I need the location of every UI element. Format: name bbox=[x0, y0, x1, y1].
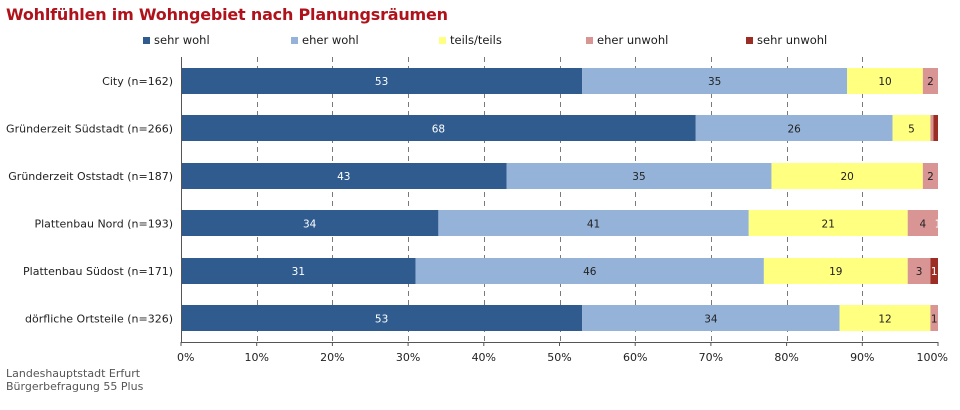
legend-item-eher-unwohl: eher unwohl bbox=[586, 33, 668, 47]
bar-segment bbox=[922, 163, 938, 189]
bar-segment bbox=[181, 258, 416, 284]
category-label: Gründerzeit Südstadt (n=266) bbox=[6, 122, 173, 135]
legend-swatch-sehr-wohl bbox=[143, 36, 150, 44]
legend-label-eher-unwohl: eher unwohl bbox=[597, 33, 669, 47]
bar-segment bbox=[181, 210, 439, 236]
x-tick-label: 0% bbox=[177, 351, 194, 364]
data-label: 34 bbox=[704, 313, 718, 325]
bar-segment bbox=[907, 210, 938, 236]
bar-segment bbox=[181, 163, 507, 189]
data-label: 3 bbox=[916, 266, 923, 278]
legend-swatch-eher-wohl bbox=[291, 36, 298, 44]
data-label: 53 bbox=[375, 313, 388, 325]
bar-segment bbox=[582, 305, 840, 331]
chart-title: Wohlfühlen im Wohngebiet nach Planungsrä… bbox=[6, 5, 448, 24]
category-label: dörfliche Ortsteile (n=326) bbox=[25, 312, 173, 325]
bar-segment bbox=[933, 115, 938, 141]
x-tick-label: 70% bbox=[699, 351, 723, 364]
legend-item-sehr-wohl: sehr wohl bbox=[143, 33, 210, 47]
bar-segment bbox=[506, 163, 772, 189]
data-label: 68 bbox=[432, 123, 445, 135]
bar-segment bbox=[695, 115, 893, 141]
data-label: 31 bbox=[292, 266, 305, 278]
data-label: 20 bbox=[840, 171, 853, 183]
bar-segment bbox=[181, 115, 696, 141]
legend-swatch-teils-teils bbox=[439, 36, 446, 44]
data-label: 53 bbox=[375, 76, 388, 88]
bar-segment bbox=[907, 258, 931, 284]
x-tick-label: 90% bbox=[850, 351, 874, 364]
data-label: 1 bbox=[931, 266, 938, 278]
data-label: 46 bbox=[583, 266, 597, 278]
data-label: 4 bbox=[920, 218, 927, 230]
data-label: 1 bbox=[935, 218, 942, 230]
data-label: 26 bbox=[787, 123, 801, 135]
data-label: 10 bbox=[878, 76, 891, 88]
category-label: Gründerzeit Oststadt (n=187) bbox=[8, 170, 173, 183]
x-tick-label: 20% bbox=[320, 351, 344, 364]
bar-segment bbox=[181, 305, 583, 331]
data-label: 43 bbox=[337, 171, 350, 183]
bar-segment bbox=[930, 305, 938, 331]
legend-swatch-eher-unwohl bbox=[586, 36, 593, 44]
bar-segment bbox=[771, 163, 923, 189]
legend-label-eher-wohl: eher wohl bbox=[302, 33, 359, 47]
bar-segment bbox=[922, 68, 938, 94]
chart-legend: sehr wohl eher wohl teils/teils eher unw… bbox=[0, 33, 960, 51]
category-label: Plattenbau Südost (n=171) bbox=[23, 265, 173, 278]
data-label: 41 bbox=[587, 218, 600, 230]
source-note: Landeshauptstadt Erfurt Bürgerbefragung … bbox=[6, 367, 143, 393]
data-label: 35 bbox=[632, 171, 645, 183]
data-label: 19 bbox=[829, 266, 842, 278]
x-tick-label: 40% bbox=[472, 351, 496, 364]
source-line-1: Landeshauptstadt Erfurt bbox=[6, 367, 141, 380]
category-label: City (n=162) bbox=[102, 75, 173, 88]
data-label: 34 bbox=[303, 218, 317, 230]
x-tick-label: 30% bbox=[396, 351, 420, 364]
legend-item-teils-teils: teils/teils bbox=[439, 33, 502, 47]
legend-item-eher-wohl: eher wohl bbox=[291, 33, 359, 47]
x-tick-label: 80% bbox=[774, 351, 798, 364]
data-label: 21 bbox=[822, 218, 835, 230]
legend-swatch-sehr-unwohl bbox=[746, 36, 753, 44]
bar-segment bbox=[763, 258, 908, 284]
data-label: 2 bbox=[927, 171, 934, 183]
bar-segment bbox=[930, 258, 938, 284]
bar-segment bbox=[438, 210, 749, 236]
x-tick-label: 60% bbox=[623, 351, 647, 364]
data-label: 5 bbox=[908, 123, 915, 135]
x-tick-label: 100% bbox=[917, 351, 948, 364]
bar-segment bbox=[582, 68, 848, 94]
category-label: Plattenbau Nord (n=193) bbox=[34, 217, 173, 230]
data-label: 1 bbox=[931, 313, 938, 325]
bar-segment bbox=[748, 210, 908, 236]
data-label: 2 bbox=[927, 76, 934, 88]
x-tick-label: 50% bbox=[547, 351, 571, 364]
bar-segment bbox=[181, 68, 583, 94]
legend-item-sehr-unwohl: sehr unwohl bbox=[746, 33, 827, 47]
source-line-2: Bürgerbefragung 55 Plus bbox=[6, 380, 144, 393]
legend-label-sehr-wohl: sehr wohl bbox=[154, 33, 210, 47]
bar-segment bbox=[892, 115, 931, 141]
data-label: 35 bbox=[708, 76, 721, 88]
bar-segment bbox=[847, 68, 923, 94]
bar-segment bbox=[930, 115, 934, 141]
legend-label-sehr-unwohl: sehr unwohl bbox=[757, 33, 828, 47]
x-tick-label: 10% bbox=[244, 351, 268, 364]
legend-label-teils-teils: teils/teils bbox=[450, 33, 502, 47]
bar-segment bbox=[839, 305, 931, 331]
data-label: 12 bbox=[878, 313, 891, 325]
bar-segment bbox=[415, 258, 764, 284]
